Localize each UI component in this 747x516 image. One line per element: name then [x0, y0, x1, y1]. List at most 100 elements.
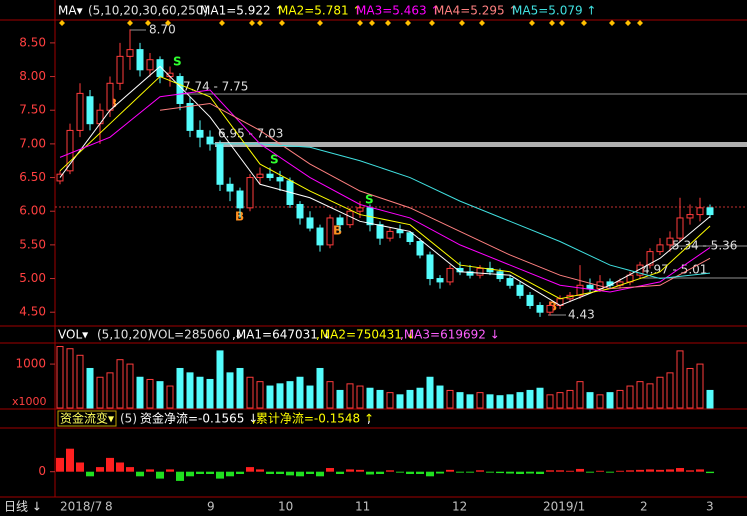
candle-body [316, 227, 324, 246]
y-tick-label: 6.00 [19, 204, 46, 218]
signal: B [333, 224, 342, 238]
candle-body [66, 129, 74, 172]
x-label: 12 [452, 500, 467, 514]
flow-bar [66, 448, 74, 472]
flow-bar [176, 471, 184, 481]
period[interactable]: 日线 ↓ [4, 500, 42, 514]
volume-bar [626, 385, 634, 409]
volume-bar [616, 389, 624, 409]
flow-bar [586, 471, 594, 473]
event-marker [59, 20, 65, 26]
flow-menu-box [57, 410, 117, 427]
flow-bar [566, 470, 574, 472]
vol-params: (5,10,20) [97, 328, 152, 342]
vol-legend: VOL=285060 ↓ [150, 328, 244, 342]
flow-bar [416, 471, 424, 474]
vol-legend: ,MA3=619692 ↓ [400, 328, 500, 342]
volume-bar [486, 394, 494, 409]
flow-legend: ,累计净流=-0.1548 ↑ [252, 412, 374, 426]
vol-menu[interactable]: VOL▾ [58, 328, 88, 342]
flow-bar [306, 471, 314, 474]
flow-bar [216, 471, 224, 479]
ma-params: (5,10,20,30,60,250) [88, 4, 208, 18]
volume-bar [236, 367, 244, 409]
flow-bar [366, 471, 374, 475]
volume-bar [506, 394, 514, 409]
event-marker [257, 20, 263, 26]
flow-bar [56, 457, 64, 472]
x-label: 11 [355, 500, 370, 514]
volume-bar [66, 348, 74, 409]
volume-bar [566, 389, 574, 409]
candle-body [426, 254, 434, 280]
candle-body [416, 241, 424, 256]
annotation: 4.43 [568, 308, 595, 322]
x-label: 8 [105, 500, 113, 514]
flow-bar [656, 469, 664, 472]
candle-body [146, 59, 154, 71]
event-marker [405, 20, 411, 26]
flow-bar [516, 471, 524, 474]
volume-bar [276, 383, 284, 409]
candle-body [646, 251, 654, 266]
volume-bar [376, 389, 384, 409]
flow-bar [666, 469, 674, 472]
flow-bar [196, 471, 204, 474]
volume-bar [546, 394, 554, 409]
ma-menu[interactable]: MA▾ [58, 4, 83, 18]
event-marker [145, 20, 151, 26]
event-marker [459, 20, 465, 26]
flow-bar [276, 471, 284, 474]
flow-bar [316, 471, 324, 477]
flow-bar [436, 471, 444, 474]
candle-body [446, 267, 454, 283]
legend-item: MA5=5.079 ↑ [512, 4, 596, 18]
y-tick-label: 8.00 [19, 69, 46, 83]
flow-bar [616, 470, 624, 472]
candle-body [476, 267, 484, 276]
flow-legend: , [367, 412, 371, 426]
signal: S [270, 153, 279, 167]
event-marker [609, 20, 615, 26]
volume-bar [316, 367, 324, 409]
volume-bar [636, 381, 644, 409]
candle-body [706, 207, 714, 216]
event-marker [357, 20, 363, 26]
flow-bar [106, 457, 114, 472]
volume-bar [516, 392, 524, 409]
ma-line [59, 75, 711, 300]
candle-body [506, 278, 514, 286]
volume-bar [666, 372, 674, 409]
event-marker [385, 20, 391, 26]
flow-bar [266, 471, 274, 474]
x-label: 3 [706, 500, 714, 514]
candle-body [126, 49, 134, 57]
flow-menu[interactable]: 资金流变▾ [60, 411, 114, 426]
candle-body [576, 284, 584, 296]
volume-bar [576, 381, 584, 409]
candle-body [266, 173, 274, 179]
flow-bar [536, 471, 544, 474]
flow-legend: 资金净流=-0.1565 ↓ [140, 411, 258, 426]
candle-body [406, 232, 414, 243]
y-tick-label: 0 [38, 464, 46, 478]
event-marker [127, 20, 133, 26]
volume-bar [126, 363, 134, 409]
candle-body [206, 136, 214, 145]
candle-body [326, 217, 334, 246]
flow-bar [146, 469, 154, 472]
flow-bar [476, 470, 484, 472]
volume-bar [686, 367, 694, 409]
flow-bar [486, 471, 494, 473]
candle-body [666, 237, 674, 246]
flow-bar [136, 471, 144, 477]
candle-body [136, 49, 144, 71]
ma-line [59, 65, 711, 307]
flow-bar [426, 471, 434, 477]
candle-body [656, 244, 664, 253]
event-marker [529, 20, 535, 26]
volume-bar [366, 387, 374, 409]
candle-body [436, 278, 444, 283]
volume-bar [86, 367, 94, 409]
